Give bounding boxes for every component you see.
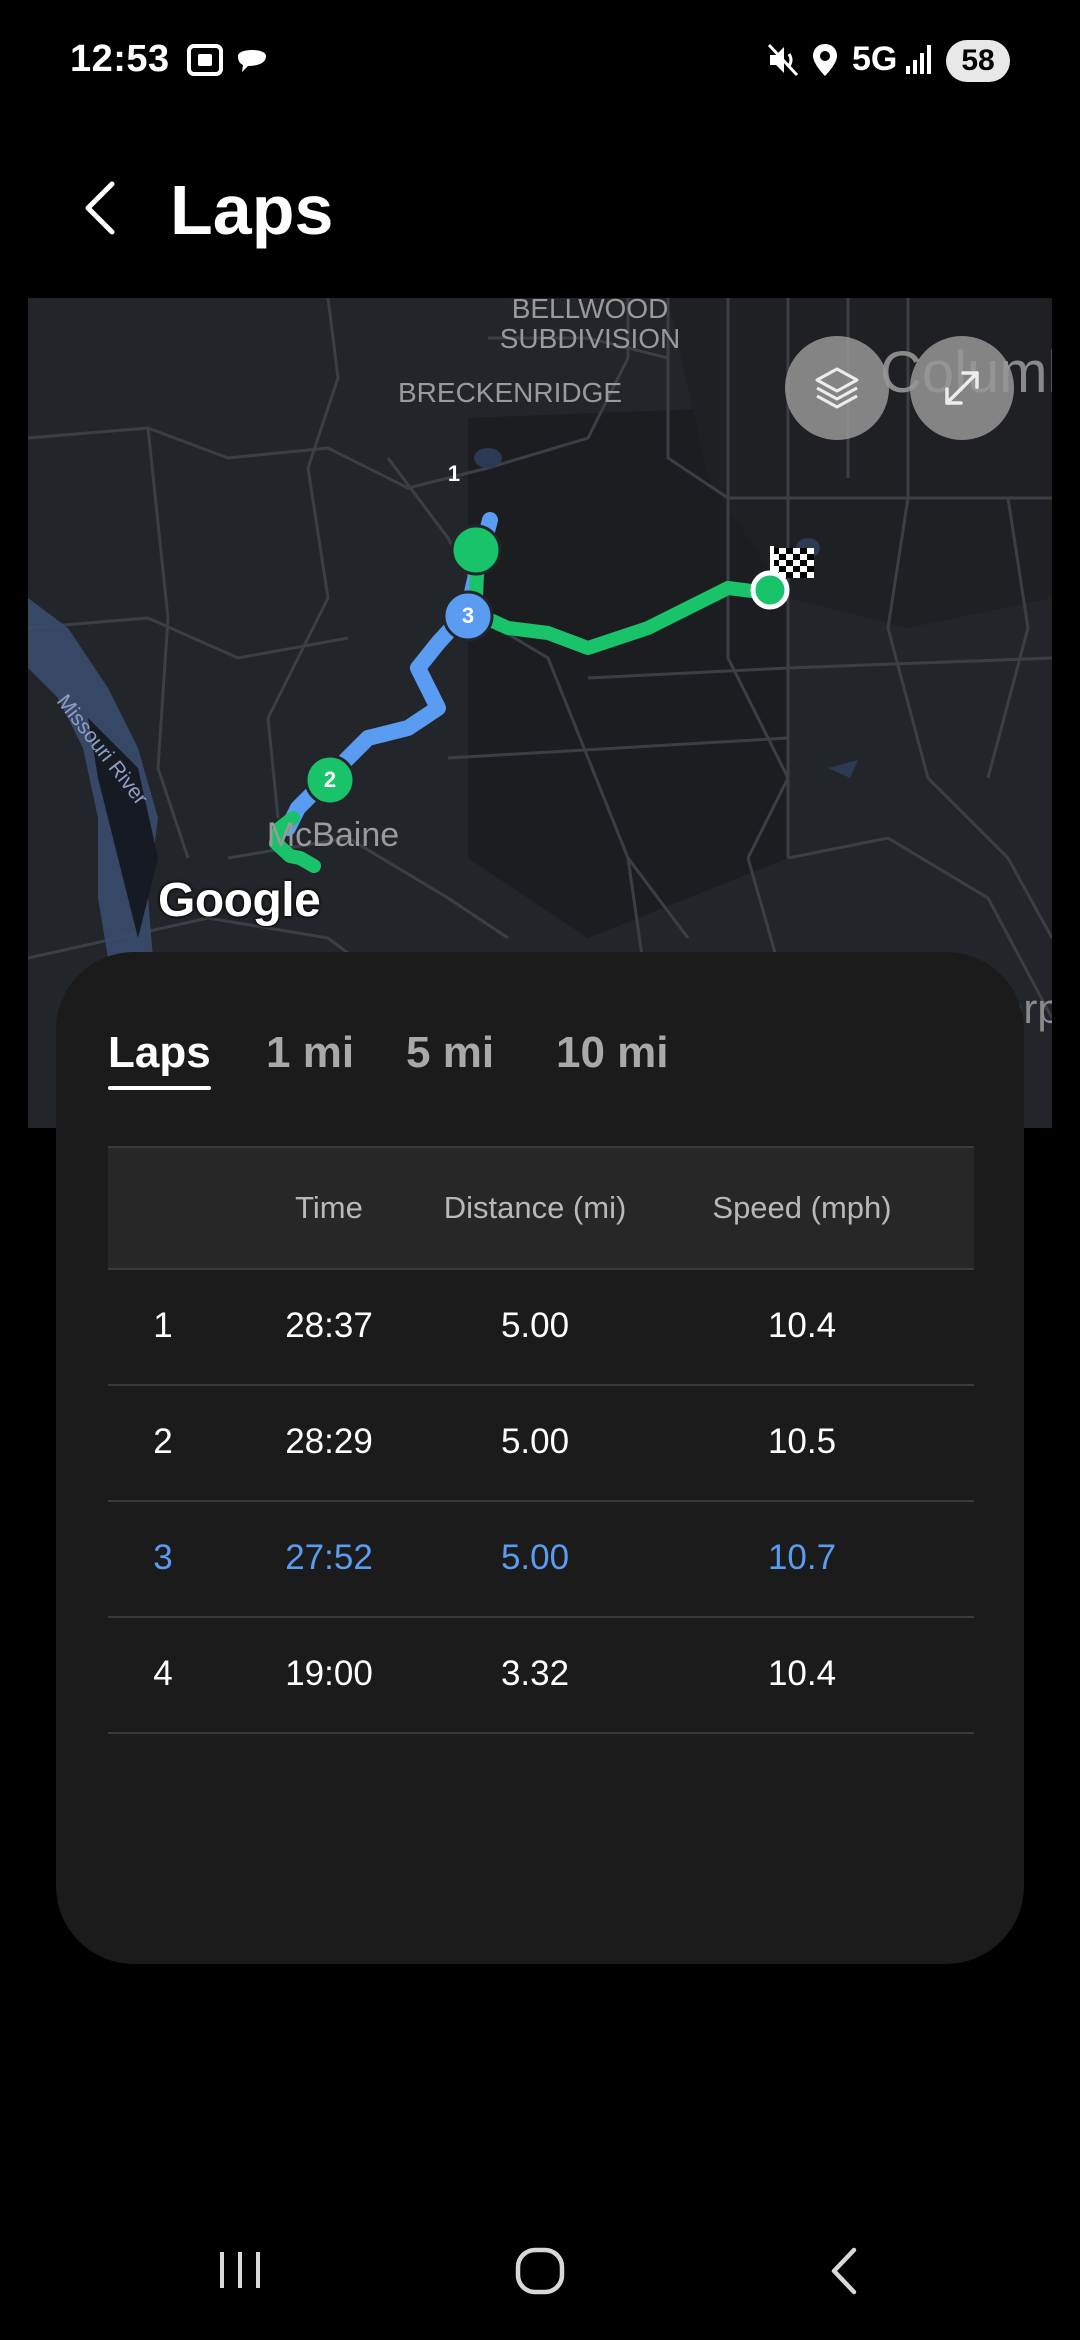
mute-icon <box>766 42 800 83</box>
table-row[interactable]: 4 19:00 3.32 10.4 <box>108 1616 974 1734</box>
header-lap <box>108 1148 218 1268</box>
table-row[interactable]: 1 28:37 5.00 10.4 <box>108 1268 974 1386</box>
header-distance: Distance (mi) <box>443 1190 627 1225</box>
lap-speed: 10.5 <box>767 1422 837 1461</box>
lap-speed: 10.7 <box>767 1538 837 1577</box>
lap-speed: 10.4 <box>767 1654 837 1693</box>
header-speed: Speed (mph) <box>712 1190 892 1225</box>
layers-icon <box>812 363 862 418</box>
lap-distance: 5.00 <box>500 1306 570 1345</box>
lap-number: 4 <box>153 1654 173 1693</box>
recents-icon <box>216 2248 264 2297</box>
lap-marker-3-label: 3 <box>461 603 475 628</box>
map-fullscreen-button[interactable] <box>910 336 1014 440</box>
battery-indicator: 58 <box>946 40 1010 82</box>
back-icon <box>824 2246 864 2301</box>
map-label-breckenridge: BRECKENRIDGE <box>398 377 623 408</box>
lap-distance: 5.00 <box>500 1422 570 1461</box>
map-layers-button[interactable] <box>785 336 889 440</box>
lap-number: 2 <box>153 1422 173 1461</box>
system-back-button[interactable] <box>784 2220 904 2320</box>
recents-button[interactable] <box>180 2220 300 2320</box>
lap-marker-1-label: 1 <box>447 461 461 486</box>
system-nav-bar <box>0 2220 1080 2320</box>
screenshot-icon <box>186 42 224 83</box>
page-title: Laps <box>170 171 334 249</box>
lap-marker-3[interactable] <box>442 590 494 642</box>
home-button[interactable] <box>480 2220 600 2320</box>
map-label-mcbaine: McBaine <box>266 816 400 854</box>
home-icon <box>514 2246 566 2301</box>
laps-panel: Laps 1 mi 5 mi 10 mi Time Distance (mi) … <box>56 952 1024 1964</box>
lap-marker-1[interactable] <box>450 524 502 576</box>
tab-10-mi[interactable]: 10 mi <box>556 1028 669 1077</box>
lap-time: 19:00 <box>285 1654 373 1693</box>
lap-speed: 10.4 <box>767 1306 837 1345</box>
table-row-selected[interactable]: 3 27:52 5.00 10.7 <box>108 1500 974 1618</box>
network-type: 5G <box>852 40 898 78</box>
google-logo: Google <box>158 874 321 927</box>
lap-number: 1 <box>153 1306 173 1345</box>
lap-time: 27:52 <box>285 1538 373 1577</box>
table-header: Time Distance (mi) Speed (mph) <box>108 1146 974 1270</box>
lap-number: 3 <box>153 1538 173 1577</box>
lap-time: 28:29 <box>285 1422 373 1461</box>
tab-1-mi[interactable]: 1 mi <box>266 1028 355 1077</box>
status-time: 12:53 <box>70 38 170 80</box>
header-time: Time <box>295 1190 363 1225</box>
location-icon <box>810 42 840 83</box>
back-arrow-icon <box>78 181 126 242</box>
lap-time: 28:37 <box>285 1306 373 1345</box>
signal-icon <box>904 42 936 81</box>
chat-icon <box>234 42 270 83</box>
table-row[interactable]: 2 28:29 5.00 10.5 <box>108 1384 974 1502</box>
tab-5-mi[interactable]: 5 mi <box>406 1028 495 1077</box>
expand-icon <box>937 363 987 418</box>
lap-marker-2[interactable] <box>304 754 356 806</box>
current-position-marker <box>750 570 790 610</box>
lap-distance: 5.00 <box>500 1538 570 1577</box>
lap-marker-2-label: 2 <box>323 767 337 792</box>
lap-distance: 3.32 <box>500 1654 570 1693</box>
map-label-bellwood: BELLWOOD SUBDIVISION <box>499 298 681 354</box>
tab-laps[interactable]: Laps <box>108 1028 211 1090</box>
back-button[interactable] <box>78 178 126 238</box>
status-bar: 12:53 5G 58 <box>0 0 1080 120</box>
